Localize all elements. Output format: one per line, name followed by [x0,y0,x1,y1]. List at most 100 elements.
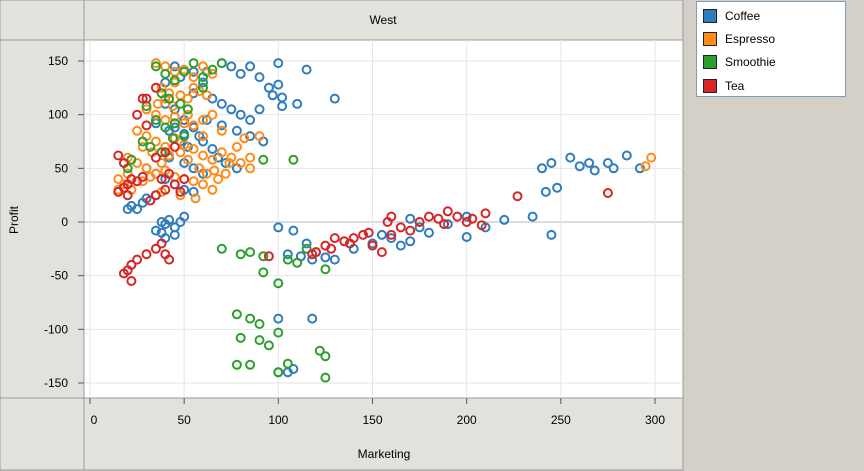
chart-title: West [369,13,397,27]
x-tick-label: 300 [645,413,665,427]
point-coffee [461,232,472,242]
point-smoothie [320,351,331,362]
point-tea [405,225,416,236]
point-coffee [220,158,231,168]
point-tea [141,249,152,260]
point-coffee [254,104,265,115]
point-tea [118,158,129,168]
point-espresso [179,118,190,129]
point-smoothie [150,115,161,125]
point-tea [329,233,340,244]
point-tea [263,251,274,262]
point-espresso [175,147,186,158]
series-smoothie [122,58,331,383]
point-tea [137,93,148,104]
legend-label-coffee: Coffee [725,9,761,23]
legend-label-tea: Tea [725,79,745,93]
point-tea [367,240,378,251]
point-smoothie [216,243,227,254]
point-smoothie [164,93,175,104]
point-smoothie [254,335,265,346]
y-tick-label: 150 [48,54,68,68]
point-coffee [634,163,645,174]
point-smoothie [282,254,293,265]
point-tea [164,254,175,265]
point-tea [395,222,406,233]
point-coffee [608,163,619,174]
point-coffee [546,158,557,168]
point-smoothie [258,267,269,278]
point-smoothie [245,313,256,324]
point-espresso [141,163,152,174]
point-espresso [226,152,237,163]
point-coffee [245,115,256,125]
point-smoothie [150,61,161,72]
x-axis-band [83,397,684,471]
point-coffee [235,109,246,120]
point-coffee [273,79,284,90]
point-coffee [132,204,143,215]
point-espresso [188,144,199,154]
point-coffee [329,254,340,265]
point-espresso [646,152,657,163]
point-espresso [182,109,193,120]
point-coffee [301,238,312,249]
point-smoothie [288,154,299,165]
point-coffee [188,88,199,99]
point-tea [150,82,161,93]
point-smoothie [314,345,325,356]
point-coffee [442,219,453,230]
point-smoothie [254,319,265,329]
x-tick-label: 0 [91,413,98,427]
point-tea [307,249,318,260]
y-tick-label: -100 [44,322,68,336]
point-coffee [395,240,406,251]
point-espresso [216,147,227,158]
point-smoothie [198,82,208,93]
point-coffee [288,364,299,374]
point-smoothie [231,359,242,370]
point-coffee [540,186,551,197]
point-coffee [461,211,472,222]
point-smoothie [292,257,303,268]
point-smoothie [235,249,246,260]
point-espresso [188,72,199,83]
point-smoothie [198,72,208,83]
legend: Coffee Espresso Smoothie Tea [696,1,846,97]
x-tick-label: 150 [362,413,382,427]
point-coffee [273,222,284,233]
point-smoothie [179,131,190,142]
point-coffee [282,249,293,260]
point-coffee [198,77,208,88]
data-points [113,58,657,383]
point-smoothie [245,247,256,258]
point-espresso [156,158,167,168]
point-espresso [182,154,193,165]
point-coffee [621,150,632,161]
legend-swatch-smoothie [703,55,717,69]
point-coffee [424,227,434,238]
point-espresso [182,93,193,104]
point-smoothie [207,64,218,75]
point-espresso [207,109,218,120]
point-tea [150,243,161,254]
point-tea [363,227,374,238]
point-coffee [273,58,284,69]
point-coffee [245,131,256,142]
point-coffee [263,82,274,93]
point-espresso [113,174,124,185]
point-tea [169,141,180,152]
point-coffee [216,120,227,131]
x-tick-label: 100 [268,413,288,427]
y-tick-label: 100 [48,108,68,122]
point-tea [126,276,137,286]
legend-swatch-coffee [703,9,717,23]
corner-box-bottom [0,397,85,471]
point-coffee [584,158,595,168]
point-smoothie [320,264,331,275]
point-espresso [235,158,246,168]
point-smoothie [169,75,180,86]
x-tick-label: 200 [457,413,477,427]
point-coffee [499,214,510,225]
y-axis-label: Profit [7,205,21,234]
